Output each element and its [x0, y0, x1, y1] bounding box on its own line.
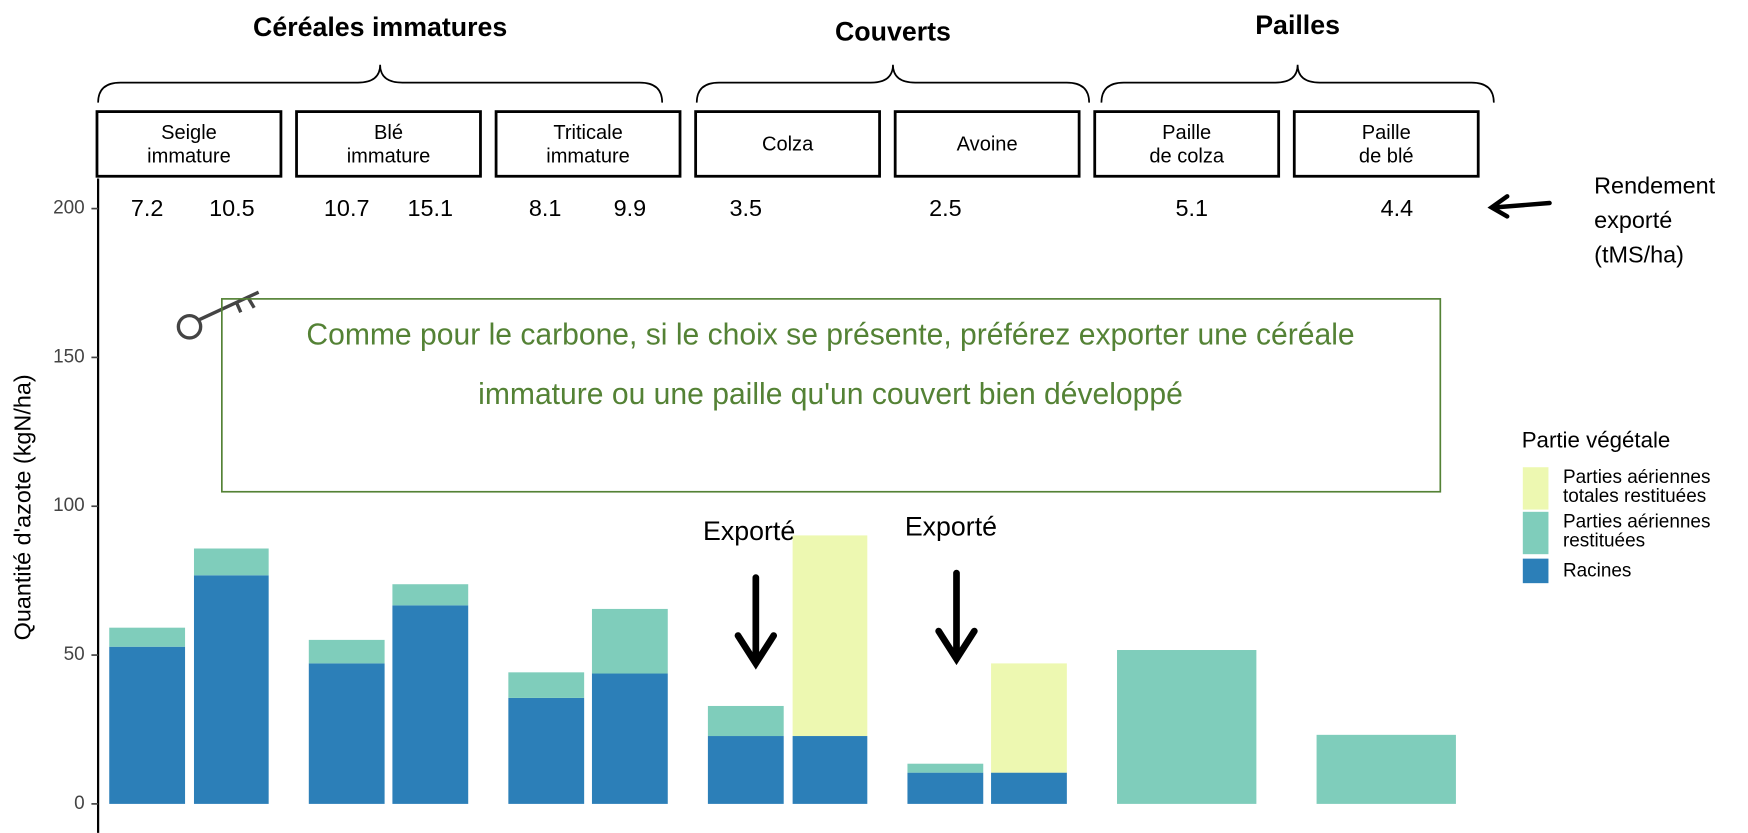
facet-label: Seigle — [161, 122, 217, 144]
bar-segment — [907, 772, 984, 804]
facet-label: Paille — [1162, 122, 1211, 144]
bar-segment — [193, 548, 269, 576]
bar-segment — [392, 584, 469, 606]
export-arrow — [935, 569, 978, 666]
y-tick-label: 200 — [53, 198, 85, 219]
group-header: Couverts — [835, 17, 951, 47]
yield-title: Rendement — [1594, 173, 1716, 199]
facet-box — [1093, 110, 1281, 178]
yield-title: (tMS/ha) — [1594, 242, 1684, 268]
facet-box — [893, 110, 1081, 178]
yield-label: 15.1 — [408, 195, 454, 221]
export-label: Exporté — [703, 516, 795, 546]
facet-box — [95, 110, 283, 178]
bar-segment — [591, 608, 668, 674]
facet-box — [494, 110, 682, 178]
brace — [695, 64, 1090, 103]
legend-entry: Parties aériennes restituées — [1562, 511, 1711, 551]
y-tick-label: 150 — [53, 346, 85, 367]
legend-label: Parties aériennes totales restituées — [1562, 467, 1711, 507]
bar-segment — [591, 673, 668, 804]
bar-segment — [907, 763, 984, 773]
facet-box — [1292, 110, 1480, 178]
bar-segment — [707, 736, 784, 804]
facet-label: Colza — [762, 133, 814, 155]
facet-label: de colza — [1149, 146, 1225, 168]
facet-label: immature — [347, 146, 431, 168]
facet-label: Triticale — [553, 122, 622, 144]
facet-box — [694, 110, 881, 178]
legend-entry: Parties aériennes totales restituées — [1562, 467, 1711, 507]
bar-segment — [308, 639, 385, 664]
bar-segment — [508, 697, 585, 804]
yield-label: 7.2 — [131, 195, 164, 221]
facet-label: de blé — [1359, 146, 1414, 168]
facet-label: immature — [147, 146, 231, 168]
note-text: Comme pour le carbone, si le choix se pr… — [306, 319, 1354, 352]
bar-segment — [508, 672, 585, 698]
y-tick-label: 100 — [53, 495, 85, 516]
yield-label: 5.1 — [1175, 195, 1208, 221]
export-label: Exporté — [905, 512, 997, 542]
bar-segment — [707, 705, 784, 737]
bar-segment — [308, 663, 385, 804]
facet-label: Paille — [1362, 122, 1411, 144]
brace — [97, 64, 664, 103]
bar-segment — [991, 772, 1067, 804]
y-tick-label: 50 — [64, 644, 85, 665]
yield-label: 8.1 — [529, 195, 562, 221]
brace — [1100, 64, 1495, 103]
bar-segment — [109, 646, 186, 804]
note-text: immature ou une paille qu'un couvert bie… — [478, 378, 1183, 411]
bar-segment — [1117, 650, 1257, 804]
bar-segment — [193, 575, 269, 804]
yield-label: 2.5 — [929, 195, 962, 221]
legend-key — [1522, 511, 1549, 555]
yield-label: 3.5 — [730, 195, 763, 221]
facet-label: Avoine — [957, 133, 1018, 155]
legend-key — [1522, 558, 1549, 584]
facet-label: immature — [546, 146, 630, 168]
yield-label: 10.5 — [209, 195, 255, 221]
export-arrow — [734, 574, 778, 670]
facet-label: Blé — [374, 122, 403, 144]
y-axis-label: Quantité d'azote (kgN/ha) — [10, 374, 36, 640]
yield-title: exporté — [1594, 207, 1672, 233]
bar-segment — [392, 605, 469, 804]
y-tick-label: 0 — [74, 793, 85, 814]
legend-key — [1522, 467, 1549, 510]
bar-segment — [1316, 734, 1456, 804]
legend-entry: Racines — [1562, 560, 1632, 581]
legend-label: Parties aériennes restituées — [1562, 511, 1711, 551]
legend-label: Racines — [1562, 560, 1632, 581]
yield-label: 4.4 — [1381, 195, 1414, 221]
note-box — [221, 298, 1442, 493]
bar-segment — [792, 736, 868, 804]
group-header: Pailles — [1255, 10, 1340, 40]
yield-arrow — [1487, 194, 1552, 219]
bar-segment — [109, 627, 186, 647]
legend-title: Partie végétale — [1522, 427, 1671, 452]
yield-label: 9.9 — [614, 195, 647, 221]
facet-box — [295, 110, 482, 178]
bar-segment — [792, 535, 868, 737]
yield-label: 10.7 — [324, 195, 370, 221]
bar-segment — [991, 663, 1067, 773]
group-header: Céréales immatures — [253, 12, 507, 42]
